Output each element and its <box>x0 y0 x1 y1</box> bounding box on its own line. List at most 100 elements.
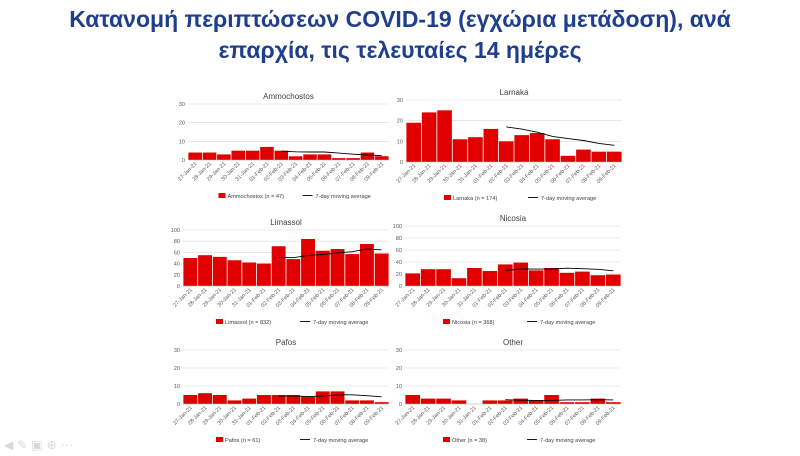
legend-label-cases: Pafos (n = 61) <box>225 438 260 444</box>
pen-icon[interactable]: ✎ <box>17 438 32 452</box>
bar <box>605 402 621 404</box>
y-tick-label: 0 <box>400 160 403 166</box>
y-tick-label: 60 <box>174 250 180 256</box>
legend-label-cases: Other (n = 38) <box>452 438 487 444</box>
bar <box>513 398 529 404</box>
slide-title-line-1: Κατανομή περιπτώσεων COVID-19 (εγχώρια μ… <box>69 6 731 32</box>
chart-limassol: Limassol02040608010027-Jan-2128-Jan-2129… <box>171 218 389 326</box>
y-tick-label: 0 <box>177 284 180 290</box>
bar <box>560 155 576 162</box>
chart-title: Limassol <box>270 218 302 227</box>
bar <box>242 398 257 404</box>
y-tick-label: 10 <box>174 384 180 390</box>
bar <box>288 156 303 160</box>
bar <box>420 269 436 286</box>
bar <box>544 395 559 404</box>
y-tick-label: 20 <box>174 273 180 279</box>
chart-pafos: Pafos010203027-Jan-2128-Jan-2129-Jan-213… <box>172 338 389 444</box>
legend-label-average: 7-day moving average <box>540 438 595 444</box>
bar <box>198 255 213 286</box>
chart-title: Pafos <box>276 338 296 347</box>
y-tick-label: 0 <box>399 402 402 408</box>
bar <box>513 262 529 286</box>
bar <box>245 150 260 160</box>
bar <box>315 250 330 286</box>
bar <box>451 278 467 286</box>
bar <box>256 395 271 404</box>
bar <box>405 395 421 404</box>
legend-swatch-cases <box>218 193 226 198</box>
bar <box>360 152 375 160</box>
legend-label-cases: Limassol (n = 832) <box>225 320 271 326</box>
slide-title: Κατανομή περιπτώσεων COVID-19 (εγχώρια μ… <box>0 4 800 66</box>
legend-swatch-cases <box>443 437 450 442</box>
bar <box>559 272 575 286</box>
zoom-icon[interactable]: ⊕ <box>46 438 61 452</box>
y-tick-label: 80 <box>396 236 402 242</box>
bar <box>231 150 246 160</box>
bar <box>330 249 345 286</box>
bar <box>590 398 606 404</box>
bar <box>482 400 498 404</box>
bar <box>242 262 257 286</box>
y-tick-label: 0 <box>182 158 185 164</box>
legend-swatch-cases <box>443 319 450 324</box>
chart-title: Other <box>503 338 523 347</box>
bar <box>183 258 198 286</box>
bar <box>468 137 483 162</box>
legend-label-average: 7-day moving average <box>316 194 371 200</box>
bar <box>544 268 559 286</box>
bar <box>198 393 213 404</box>
prev-slide-icon[interactable]: ◀ <box>4 438 18 452</box>
bar <box>497 264 513 286</box>
legend-label-average: 7-day moving average <box>540 320 595 326</box>
bar <box>256 263 271 286</box>
legend-label-cases: Larnaka (n = 174) <box>453 196 497 202</box>
bar <box>202 152 217 160</box>
bar <box>212 256 227 286</box>
bar <box>271 395 286 404</box>
bar <box>559 402 575 404</box>
y-tick-label: 20 <box>396 272 402 278</box>
bar <box>359 400 374 404</box>
bar <box>346 158 360 160</box>
bar <box>260 146 274 160</box>
bar <box>528 270 544 286</box>
bar <box>345 254 360 286</box>
slide-controls[interactable]: ◀✎▣⊕⋯ <box>4 438 77 452</box>
bar <box>286 395 301 404</box>
bar <box>274 150 289 160</box>
bar <box>188 152 202 160</box>
y-tick-label: 30 <box>179 102 185 108</box>
y-tick-label: 20 <box>397 119 403 125</box>
legend-label-cases: Ammochostos (n = 47) <box>228 194 285 200</box>
y-tick-label: 30 <box>396 348 402 354</box>
y-tick-label: 10 <box>397 139 403 145</box>
y-tick-label: 10 <box>396 384 402 390</box>
y-tick-label: 30 <box>397 98 403 104</box>
bar <box>183 395 198 404</box>
bar <box>576 149 591 162</box>
view-icon[interactable]: ▣ <box>31 438 47 452</box>
y-tick-label: 10 <box>179 139 185 145</box>
bar <box>317 154 332 160</box>
legend-swatch-cases <box>444 195 451 200</box>
y-tick-label: 20 <box>396 366 402 372</box>
bar <box>286 259 301 286</box>
bar <box>497 400 513 404</box>
bar <box>591 151 607 162</box>
y-tick-label: 60 <box>396 248 402 254</box>
bar <box>528 400 544 404</box>
y-tick-label: 0 <box>177 402 180 408</box>
y-tick-label: 20 <box>174 366 180 372</box>
moving-average-line <box>278 394 382 398</box>
more-icon[interactable]: ⋯ <box>60 438 77 452</box>
moving-average-line <box>506 126 615 146</box>
bar <box>374 402 389 404</box>
chart-larnaka: Larnaka010203027-Jan-2128-Jan-2129-Jan-2… <box>396 88 622 202</box>
bar <box>345 400 360 404</box>
bar <box>227 260 242 286</box>
bar <box>605 274 621 286</box>
bar <box>436 398 451 404</box>
legend-label-average: 7-day moving average <box>541 196 596 202</box>
